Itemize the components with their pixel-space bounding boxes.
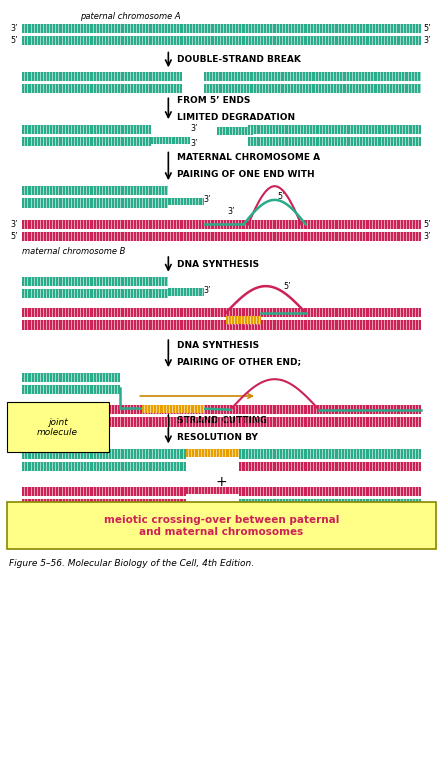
Text: 3’: 3’	[10, 220, 18, 229]
Text: PAIRING OF OTHER END;: PAIRING OF OTHER END;	[177, 358, 301, 366]
Bar	[151, 137, 190, 144]
Bar	[248, 125, 421, 134]
Text: paternal chromosome A: paternal chromosome A	[80, 12, 180, 21]
Text: meiotic crossing-over between paternal
and maternal chromosomes: meiotic crossing-over between paternal a…	[104, 515, 339, 536]
Bar	[22, 373, 120, 382]
Bar	[22, 186, 168, 195]
Bar	[22, 232, 421, 241]
Text: LIMITED DEGRADATION: LIMITED DEGRADATION	[177, 113, 295, 121]
Text: FROM 5’ ENDS: FROM 5’ ENDS	[177, 96, 251, 105]
Bar	[239, 462, 421, 471]
Bar	[22, 487, 186, 496]
Text: MATERNAL CHROMOSOME A: MATERNAL CHROMOSOME A	[177, 153, 320, 163]
Text: DNA SYNTHESIS: DNA SYNTHESIS	[177, 341, 259, 349]
Bar	[239, 449, 421, 459]
Text: DOUBLE-STRAND BREAK: DOUBLE-STRAND BREAK	[177, 56, 301, 64]
Bar	[22, 220, 421, 229]
Text: 3’: 3’	[204, 195, 211, 204]
Bar	[239, 487, 421, 496]
Text: 5’: 5’	[284, 282, 291, 291]
Text: 3’: 3’	[190, 139, 198, 148]
FancyBboxPatch shape	[7, 502, 436, 549]
Text: +: +	[216, 475, 227, 489]
Bar	[22, 84, 182, 93]
Text: DNA SYNTHESIS: DNA SYNTHESIS	[177, 260, 259, 269]
Text: STRAND CUTTING: STRAND CUTTING	[177, 417, 267, 425]
Bar	[22, 289, 168, 298]
Text: 3’: 3’	[423, 232, 431, 241]
Bar	[204, 72, 421, 81]
Text: 5’: 5’	[10, 36, 18, 45]
Bar	[22, 462, 186, 471]
Text: 3’: 3’	[204, 286, 211, 295]
Bar	[142, 405, 204, 413]
Bar	[186, 449, 239, 457]
Bar	[22, 137, 151, 146]
Text: joint
molecule: joint molecule	[37, 417, 78, 437]
Bar	[248, 137, 421, 146]
Bar	[22, 308, 421, 317]
Bar	[22, 277, 168, 286]
Text: 5’: 5’	[10, 232, 18, 241]
Text: 3’: 3’	[423, 36, 431, 45]
Bar	[168, 288, 204, 296]
Bar	[22, 385, 120, 394]
Bar	[204, 84, 421, 93]
Text: 3’: 3’	[227, 207, 235, 216]
Bar	[226, 316, 261, 324]
Bar	[22, 125, 151, 134]
Text: Figure 5–56. Molecular Biology of the Cell, 4th Edition.: Figure 5–56. Molecular Biology of the Ce…	[9, 559, 254, 568]
Bar	[22, 198, 168, 208]
Bar	[22, 36, 421, 45]
Bar	[239, 499, 421, 508]
Text: 3’: 3’	[190, 124, 198, 133]
Text: RESOLUTION BY: RESOLUTION BY	[177, 433, 258, 442]
Bar	[22, 72, 182, 81]
Bar	[22, 405, 421, 414]
Bar	[22, 320, 421, 330]
Bar	[22, 417, 421, 427]
Bar	[22, 24, 421, 33]
Text: 3’: 3’	[10, 24, 18, 33]
Bar	[22, 499, 186, 508]
Text: 5’: 5’	[423, 24, 431, 33]
Bar	[217, 127, 253, 135]
FancyBboxPatch shape	[7, 402, 109, 452]
Text: PAIRING OF ONE END WITH: PAIRING OF ONE END WITH	[177, 170, 315, 179]
Text: 5’: 5’	[277, 192, 284, 201]
Bar	[168, 198, 204, 205]
Text: 5’: 5’	[423, 220, 431, 229]
Bar	[22, 449, 186, 459]
Bar	[186, 487, 239, 494]
Text: maternal chromosome B: maternal chromosome B	[22, 247, 125, 256]
